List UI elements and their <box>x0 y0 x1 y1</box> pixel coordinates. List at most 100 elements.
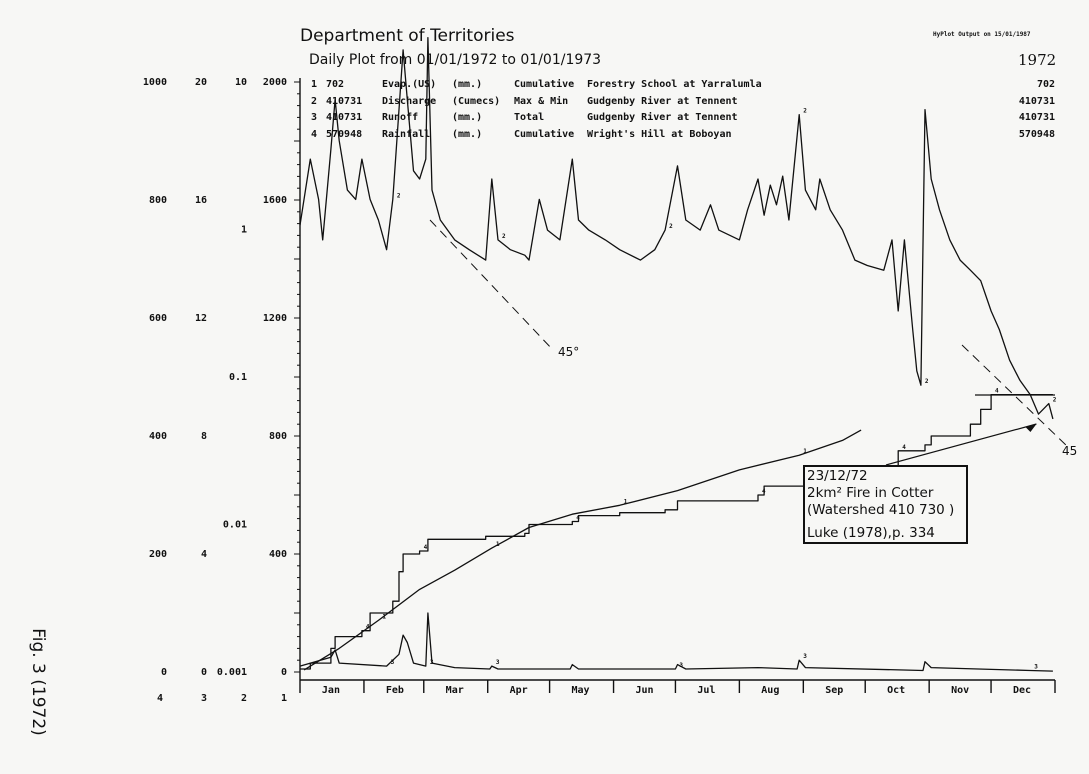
legend-site: Wright's Hill at Boboyan <box>587 128 732 140</box>
axis-3-tick-label: 20 <box>195 77 207 88</box>
legend-site: Gudgenby River at Tennent <box>587 112 738 123</box>
month-label: Nov <box>951 685 969 696</box>
annotation-line: (Watershed 410 730 ) <box>807 502 955 518</box>
month-label: May <box>572 685 590 696</box>
fire-annotation-box: 23/12/72 2km² Fire in Cotter (Watershed … <box>803 465 968 544</box>
series-4-line <box>300 394 1053 670</box>
legend-mode: Cumulative <box>514 128 575 140</box>
legend-no: 3 <box>311 112 318 123</box>
series-3-marker: 3 <box>679 662 683 669</box>
legend-variable: Discharge <box>382 95 437 107</box>
series-3-marker: 3 <box>496 659 500 666</box>
axis-3-tick-label: 0 <box>201 667 207 678</box>
figure-label: Fig. 3 (1972) <box>28 628 48 736</box>
series-3-marker: 3 <box>803 653 807 660</box>
series-4-marker: 4 <box>902 444 906 451</box>
series-2-marker: 2 <box>925 378 929 385</box>
axis-2-tick-label: 1 <box>241 225 247 236</box>
plot-subtitle: Daily Plot from 01/01/1972 to 01/01/1973 <box>309 52 602 68</box>
series-1-marker: 1 <box>803 448 807 455</box>
legend-no: 4 <box>311 128 318 140</box>
month-label: Feb <box>386 685 404 696</box>
legend-mode: Cumulative <box>514 79 575 90</box>
axis-1-tick-label: 400 <box>269 549 287 560</box>
axis-id-label: 1 <box>281 693 287 704</box>
series-3-marker: 3 <box>1034 664 1038 671</box>
month-label: Oct <box>887 685 905 696</box>
axis-2-tick-label: 0.001 <box>217 667 247 678</box>
legend-station: 410731 <box>326 95 363 107</box>
axis-1-tick-label: 2000 <box>263 77 287 88</box>
axis-2-tick-label: 10 <box>235 77 247 88</box>
series-4-marker: 4 <box>576 515 580 522</box>
series-4-marker: 4 <box>762 488 766 495</box>
axis-2-tick-label: 0.1 <box>229 372 247 383</box>
legend-total: 702 <box>1036 79 1055 90</box>
axis-4-tick-label: 200 <box>149 549 167 560</box>
month-label: Jul <box>697 685 715 696</box>
legend-station: 702 <box>326 79 345 90</box>
month-label: Dec <box>1013 685 1031 696</box>
series-4-marker: 4 <box>995 388 999 395</box>
axis-1-tick-label: 1600 <box>263 195 287 206</box>
axis-1-tick-label: 1200 <box>263 313 287 324</box>
annotation-line: 23/12/72 <box>807 468 868 484</box>
series-4-marker: 4 <box>424 544 428 551</box>
annotation-line: 2km² Fire in Cotter <box>807 485 934 501</box>
month-label: Apr <box>510 685 528 696</box>
plot-year: 1972 <box>1018 51 1057 69</box>
series-3-marker: 3 <box>391 659 395 666</box>
annotation-line: Luke (1978),p. 334 <box>807 525 935 541</box>
legend-units: (mm.) <box>452 112 483 123</box>
month-label: Jan <box>322 685 340 696</box>
legend-no: 2 <box>311 95 318 107</box>
month-label: Sep <box>825 685 843 696</box>
series-2-marker: 2 <box>397 192 401 199</box>
axis-4-tick-label: 600 <box>149 313 167 324</box>
axis-id-label: 4 <box>157 693 163 704</box>
month-label: Jun <box>635 685 653 696</box>
axis-2-tick-label: 0.01 <box>223 520 247 531</box>
series-3-marker: 3 <box>430 659 434 666</box>
axis-3-tick-label: 4 <box>201 549 207 560</box>
legend-mode: Total <box>514 112 545 123</box>
axis-4-tick-label: 1000 <box>143 77 167 88</box>
legend-total: 570948 <box>1018 128 1055 140</box>
axis-id-label: 3 <box>201 693 207 704</box>
series-1-marker: 1 <box>496 541 500 548</box>
legend-variable: Runoff <box>382 112 419 123</box>
month-label: Mar <box>446 685 464 696</box>
arrow-head-icon <box>1025 424 1037 432</box>
series-1-marker: 1 <box>382 613 386 620</box>
axis-1-tick-label: 0 <box>281 667 287 678</box>
axis-3-tick-label: 16 <box>195 195 207 206</box>
legend-station: 410731 <box>326 112 363 123</box>
axis-id-label: 2 <box>241 693 247 704</box>
legend-units: (mm.) <box>452 79 483 90</box>
legend-units: (Cumecs) <box>452 95 501 107</box>
axis-4-tick-label: 0 <box>161 667 167 678</box>
legend-mode: Max & Min <box>514 95 569 107</box>
slope-45-dashed-line <box>429 219 554 351</box>
series-2-marker: 2 <box>669 223 673 230</box>
legend-station: 570948 <box>326 128 363 140</box>
series-3-line <box>299 612 1053 672</box>
axis-3-tick-label: 12 <box>195 313 207 324</box>
legend-site: Gudgenby River at Tennent <box>587 95 738 107</box>
output-stamp: HyPlot Output on 15/01/1987 <box>933 31 1031 38</box>
annotation-arrow <box>885 423 1037 466</box>
legend-variable: Rainfall <box>382 128 431 140</box>
series-2-marker: 2 <box>1053 397 1057 404</box>
page-title: Department of Territories <box>300 26 515 46</box>
series-2-marker: 2 <box>502 233 506 240</box>
axis-1-tick-label: 800 <box>269 431 287 442</box>
legend-total: 410731 <box>1018 95 1055 107</box>
legend-no: 1 <box>311 79 318 90</box>
legend-variable: Evap.(US) <box>382 79 437 90</box>
axis-4-tick-label: 400 <box>149 431 167 442</box>
series-2-marker: 2 <box>803 108 807 115</box>
legend-units: (mm.) <box>452 128 483 140</box>
angle-label: 45 <box>1062 444 1077 458</box>
slope-45-dashed-line <box>961 344 1069 448</box>
